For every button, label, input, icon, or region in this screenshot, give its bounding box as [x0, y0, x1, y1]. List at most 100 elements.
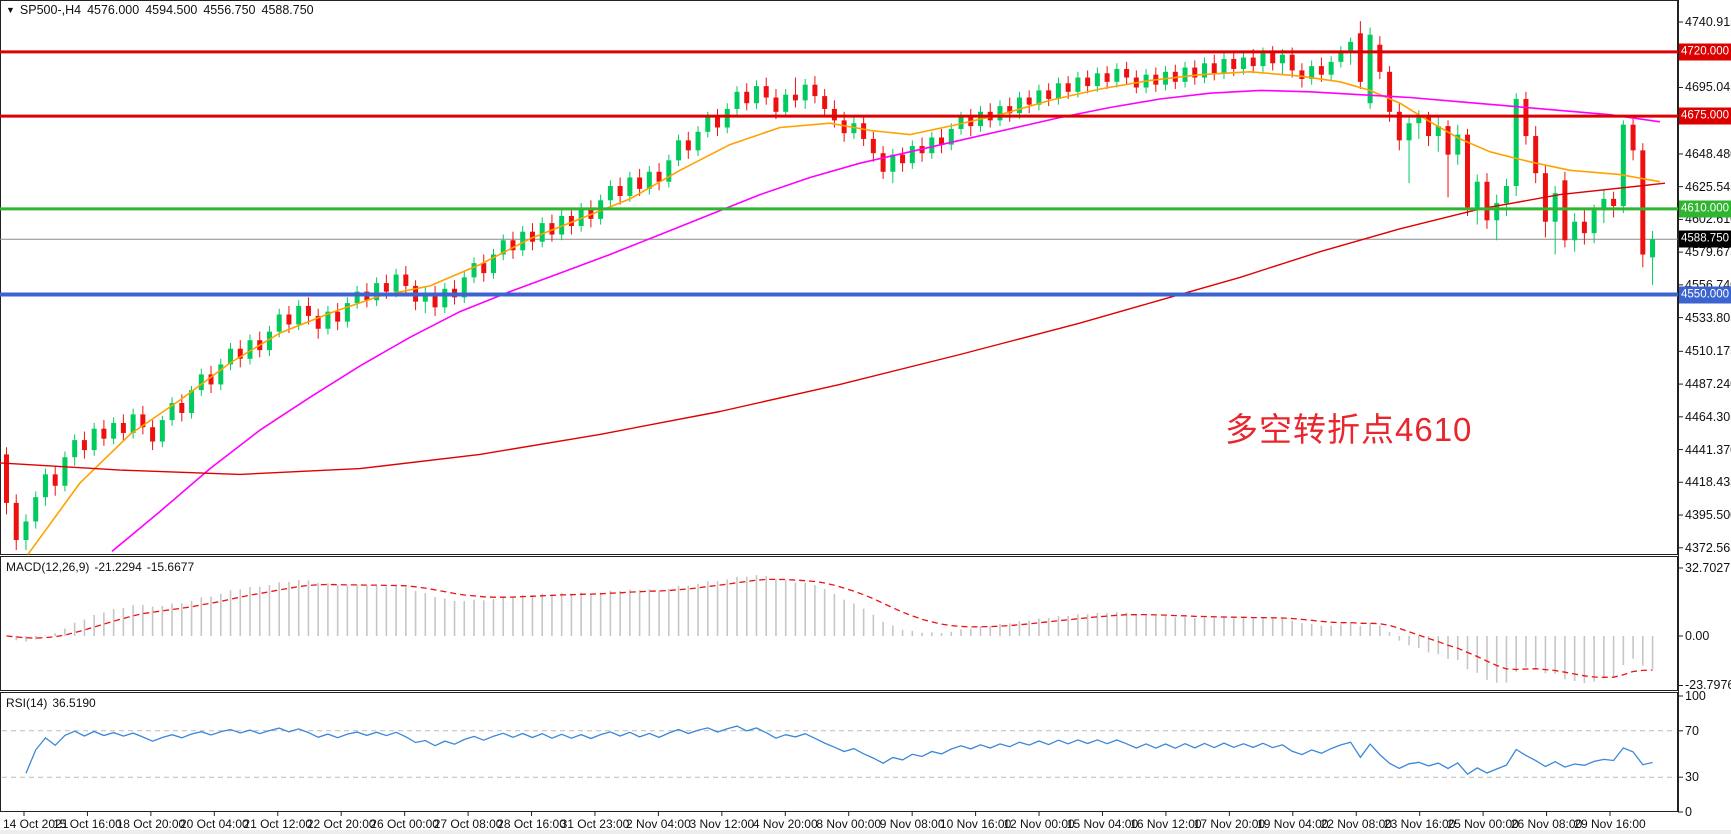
price-tick-label: 4487.240	[1685, 377, 1731, 392]
candle-body	[81, 440, 87, 451]
candle-body	[1202, 63, 1208, 78]
candle-body	[1338, 50, 1344, 62]
time-tick-label: 19 Nov 04:00	[1257, 817, 1329, 831]
candle-body	[1124, 68, 1130, 78]
candle-body	[715, 117, 721, 128]
quote-low: 4556.750	[203, 3, 256, 17]
candle-body	[1640, 150, 1646, 255]
candle-body	[1611, 198, 1617, 207]
candle-body	[1065, 83, 1071, 92]
candle-body	[900, 154, 906, 164]
quote-close: 4588.750	[261, 3, 314, 17]
time-tick-label: 14 Oct 2021	[3, 817, 69, 831]
candle-body	[1494, 203, 1500, 221]
candle-body	[179, 402, 185, 413]
candle-body	[1055, 83, 1061, 99]
candle-body	[1036, 90, 1042, 105]
macd-signal-line	[6, 578, 1653, 678]
candle-body	[1630, 124, 1636, 151]
symbol-dropdown-icon[interactable]: ▼	[6, 5, 15, 15]
candle-body	[656, 171, 662, 182]
candle-body	[1445, 126, 1451, 155]
time-tick-label: 10 Nov 16:00	[939, 817, 1012, 831]
candle-body	[442, 288, 448, 308]
macd-signal-value: -15.6677	[146, 560, 195, 574]
candle-body	[861, 123, 867, 139]
candle-body	[637, 177, 643, 189]
candle-body	[208, 374, 214, 385]
candle-body	[305, 305, 311, 316]
candles-layer	[4, 21, 1656, 551]
candle-body	[422, 293, 428, 302]
price-tick-label: 4579.675	[1685, 245, 1731, 260]
annotation-text: 多空转折点4610	[1225, 411, 1473, 448]
candle-body	[354, 291, 360, 304]
candle-body	[1221, 58, 1227, 74]
candle-body	[627, 177, 633, 197]
candle-body	[335, 311, 341, 322]
candle-body	[676, 140, 682, 161]
candle-body	[1474, 181, 1480, 208]
macd-label: MACD(12,26,9) -21.2294 -15.6677	[6, 560, 199, 574]
macd-histogram	[15, 575, 1654, 684]
candle-body	[1387, 71, 1393, 112]
candle-body	[1396, 111, 1402, 141]
candle-body	[724, 108, 730, 128]
price-level-badge: 4720.000	[1679, 43, 1731, 61]
candle-body	[1416, 117, 1422, 124]
candle-body	[1007, 106, 1013, 114]
rsi-panel-border	[0, 692, 1678, 812]
bottom-strip	[0, 830, 1731, 834]
candle-body	[218, 364, 224, 385]
candle-body	[1572, 221, 1578, 241]
price-tick-label: 4648.480	[1685, 146, 1731, 161]
candle-body	[822, 96, 828, 109]
candle-body	[1513, 98, 1519, 187]
time-tick-label: 15 Nov 04:00	[1066, 817, 1139, 831]
candle-body	[91, 428, 97, 451]
quote-high: 4594.500	[145, 3, 198, 17]
rsi-tick-label: 70	[1685, 723, 1699, 738]
candle-body	[1231, 58, 1237, 69]
candle-body	[374, 283, 380, 301]
candle-body	[705, 117, 711, 132]
candle-body	[1318, 66, 1324, 75]
candle-body	[33, 497, 39, 522]
candle-body	[111, 422, 117, 439]
candle-body	[997, 106, 1003, 121]
candle-body	[315, 315, 321, 329]
candle-body	[296, 305, 302, 325]
candle-body	[62, 457, 68, 486]
candle-body	[1182, 67, 1188, 82]
candle-body	[228, 348, 234, 365]
rsi-label: RSI(14) 36.5190	[6, 696, 101, 710]
candle-body	[1591, 210, 1597, 234]
chart-title: ▼ SP500-,H4 4576.000 4594.500 4556.750 4588.7…	[6, 3, 320, 17]
candle-body	[1620, 124, 1626, 207]
time-tick-label: 16 Nov 12:00	[1130, 817, 1202, 831]
candle-body	[939, 137, 945, 145]
candle-body	[695, 131, 701, 151]
candle-body	[1211, 63, 1217, 74]
candle-body	[1279, 54, 1285, 64]
ma-orange-line	[27, 71, 1661, 555]
macd-panel-border	[0, 556, 1678, 691]
candle-body	[744, 91, 750, 104]
candle-body	[1367, 34, 1373, 104]
candle-body	[1104, 73, 1110, 82]
candle-body	[685, 140, 691, 151]
candle-body	[383, 283, 389, 292]
candle-body	[1309, 66, 1315, 79]
candle-body	[1601, 198, 1607, 211]
time-tick-label: 23 Nov 16:00	[1383, 817, 1456, 831]
candle-body	[549, 223, 555, 235]
price-tick-label: 4533.805	[1685, 310, 1731, 325]
candle-body	[130, 414, 136, 433]
macd-name: MACD(12,26,9)	[6, 560, 90, 574]
candle-body	[1650, 239, 1656, 258]
candle-body	[802, 84, 808, 101]
price-tick-label: 4395.500	[1685, 508, 1731, 523]
candle-body	[1503, 186, 1509, 204]
rsi-tick-label: 100	[1685, 689, 1706, 703]
